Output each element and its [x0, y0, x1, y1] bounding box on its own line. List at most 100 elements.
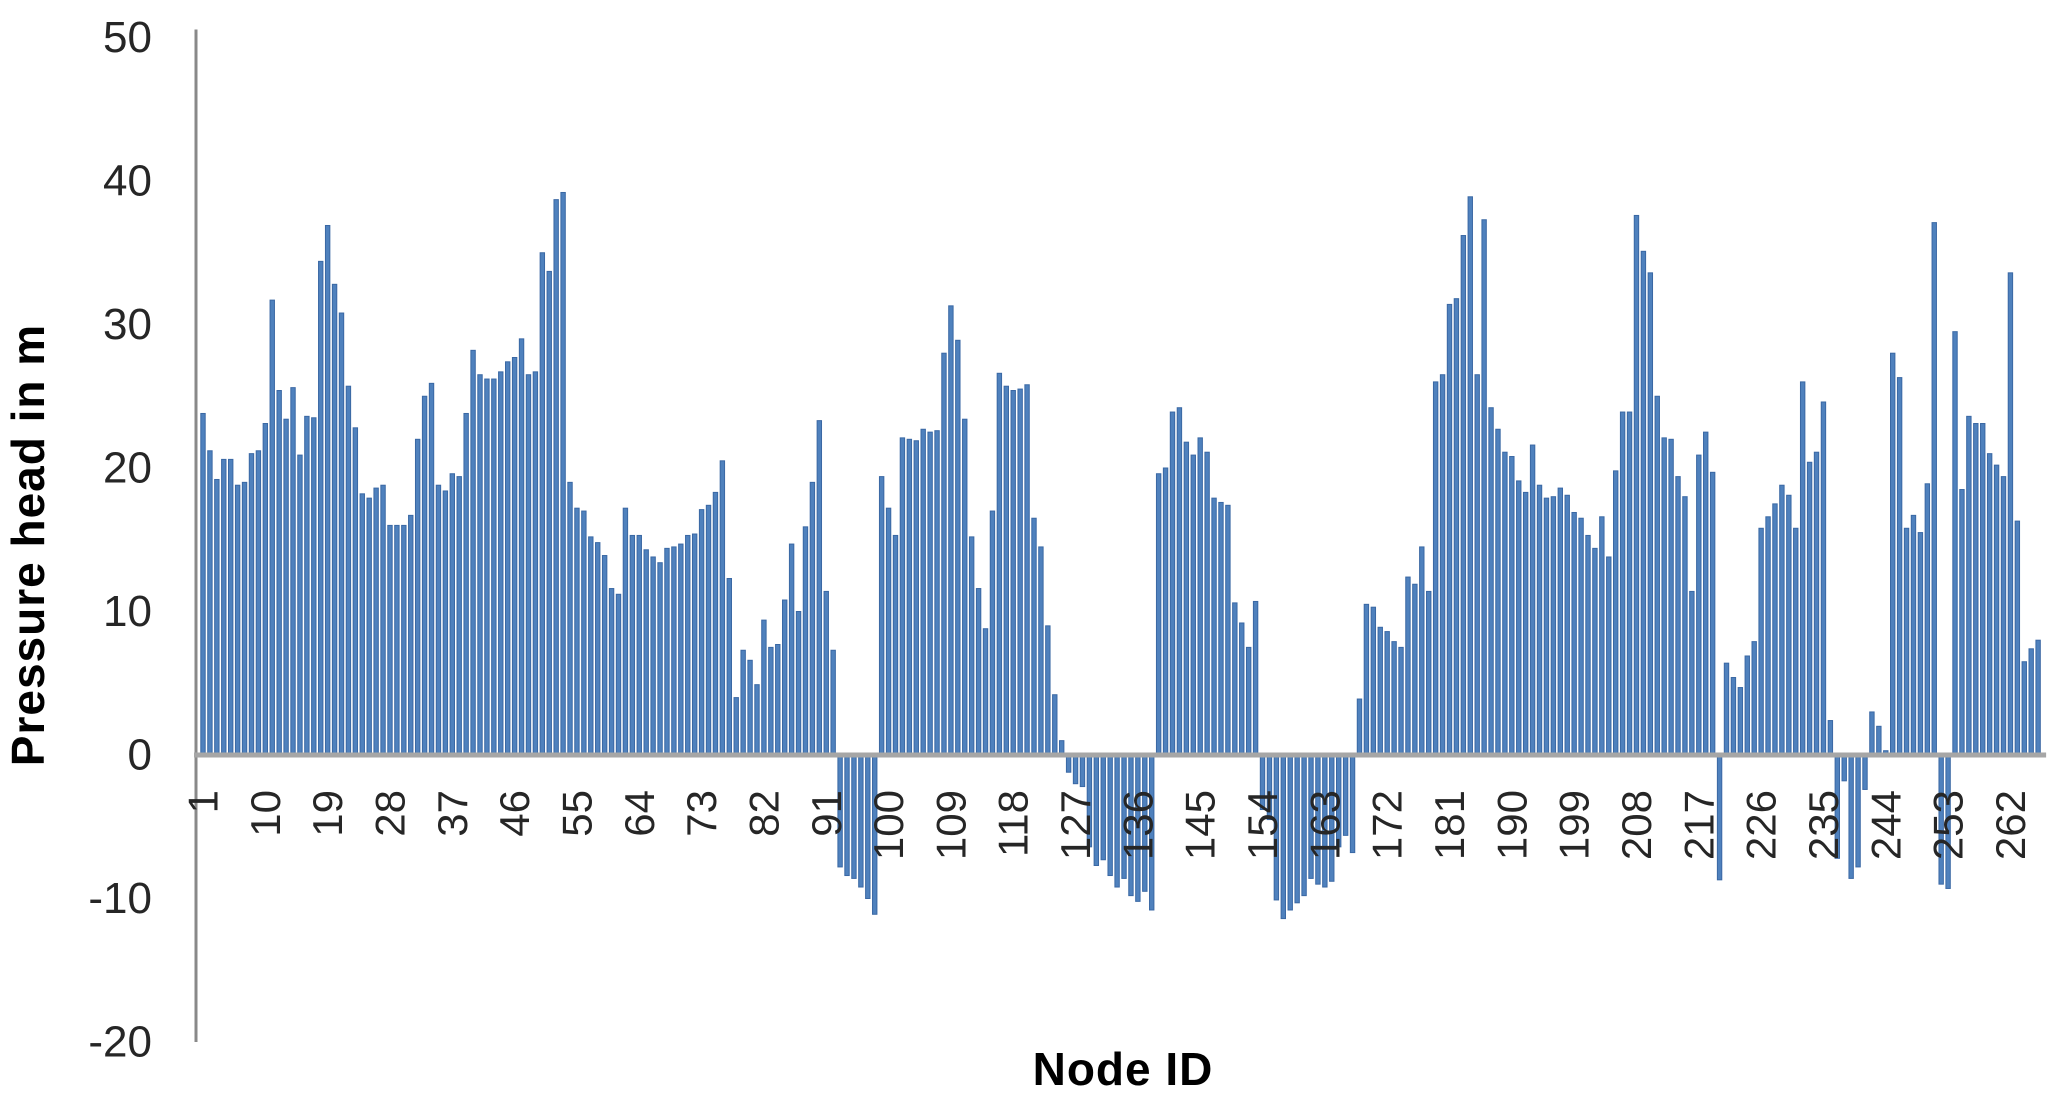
bar — [719, 460, 726, 756]
bar — [304, 415, 310, 756]
bar — [1903, 527, 1910, 756]
bar — [463, 412, 469, 756]
bar — [975, 588, 982, 756]
bar — [1502, 451, 1508, 756]
bar — [1564, 494, 1570, 756]
bar — [691, 533, 698, 756]
y-tick-label: 20 — [103, 444, 152, 493]
y-tick-label: 50 — [103, 13, 152, 62]
bar — [1772, 503, 1778, 756]
bar — [906, 438, 913, 756]
bar — [823, 590, 829, 756]
bar — [1536, 484, 1543, 756]
bar — [1349, 754, 1356, 854]
x-tick-label: 127 — [1052, 790, 1099, 860]
bar — [1405, 576, 1411, 756]
bar — [712, 491, 719, 756]
bar — [643, 549, 649, 756]
bar — [1647, 272, 1654, 756]
bar — [1723, 662, 1730, 756]
bar — [698, 509, 705, 756]
x-tick-label: 100 — [865, 790, 912, 860]
bar — [1370, 606, 1377, 756]
bar — [1585, 534, 1591, 756]
bar — [1211, 497, 1217, 756]
bar — [359, 493, 365, 756]
bar — [1654, 395, 1660, 756]
bar — [615, 593, 622, 756]
x-tick-label: 19 — [304, 790, 351, 837]
bar — [428, 382, 435, 756]
bar — [705, 504, 712, 756]
bar — [581, 510, 587, 756]
bar — [1993, 464, 2000, 756]
bar — [484, 378, 490, 756]
bar — [1038, 546, 1044, 756]
bar — [1439, 374, 1446, 756]
bar — [982, 628, 989, 756]
bar — [1730, 677, 1737, 756]
bar — [1827, 720, 1834, 756]
bar — [1218, 501, 1224, 756]
bar — [511, 357, 518, 756]
bar — [207, 450, 213, 756]
bar — [1737, 687, 1744, 756]
bar — [1045, 625, 1051, 756]
bar — [927, 431, 933, 756]
x-tick-label: 145 — [1177, 790, 1224, 860]
bar — [1529, 444, 1536, 756]
bar — [1765, 516, 1771, 756]
x-tick-label: 136 — [1114, 790, 1161, 860]
bar — [1876, 725, 1882, 756]
bar — [989, 510, 996, 756]
bar — [1190, 454, 1196, 756]
bar — [1786, 494, 1792, 756]
bar — [608, 588, 615, 756]
bar — [1446, 303, 1453, 756]
bar — [414, 438, 421, 756]
bar — [1980, 423, 1986, 756]
bar — [775, 644, 781, 756]
bar — [2035, 639, 2041, 756]
bar — [1183, 441, 1190, 756]
bar — [1252, 600, 1259, 756]
bar — [435, 484, 442, 756]
bar — [1516, 480, 1522, 756]
bar — [1239, 622, 1245, 756]
bar — [1779, 484, 1785, 756]
bar — [1010, 390, 1016, 756]
bar — [1806, 461, 1813, 756]
y-tick-label: 0 — [128, 731, 152, 780]
bar — [1426, 590, 1432, 756]
bar — [373, 487, 379, 756]
bar — [788, 543, 795, 756]
bar — [941, 352, 947, 756]
bar — [214, 478, 220, 756]
bar — [311, 417, 317, 756]
bar — [269, 299, 275, 756]
bar — [858, 754, 864, 888]
bar — [449, 473, 456, 756]
bar — [885, 507, 892, 756]
y-axis-title: Pressure head in m — [2, 324, 54, 766]
bar — [1869, 711, 1875, 756]
x-tick-label: 154 — [1239, 790, 1286, 860]
bar — [1412, 583, 1418, 756]
bar — [664, 547, 670, 756]
bar — [1668, 438, 1674, 756]
bar — [899, 437, 906, 756]
bar — [913, 440, 919, 756]
bar — [1391, 641, 1397, 756]
bar — [1862, 754, 1868, 790]
x-tick-label: 181 — [1426, 790, 1473, 860]
bar — [726, 578, 732, 756]
x-tick-label: 109 — [927, 790, 974, 860]
bar — [830, 649, 836, 756]
bar — [456, 476, 462, 756]
bar — [574, 507, 580, 756]
bar — [802, 526, 809, 756]
bar — [1287, 754, 1293, 911]
bar — [761, 619, 767, 756]
bar — [1384, 631, 1390, 756]
x-tick-label: 37 — [429, 790, 476, 837]
